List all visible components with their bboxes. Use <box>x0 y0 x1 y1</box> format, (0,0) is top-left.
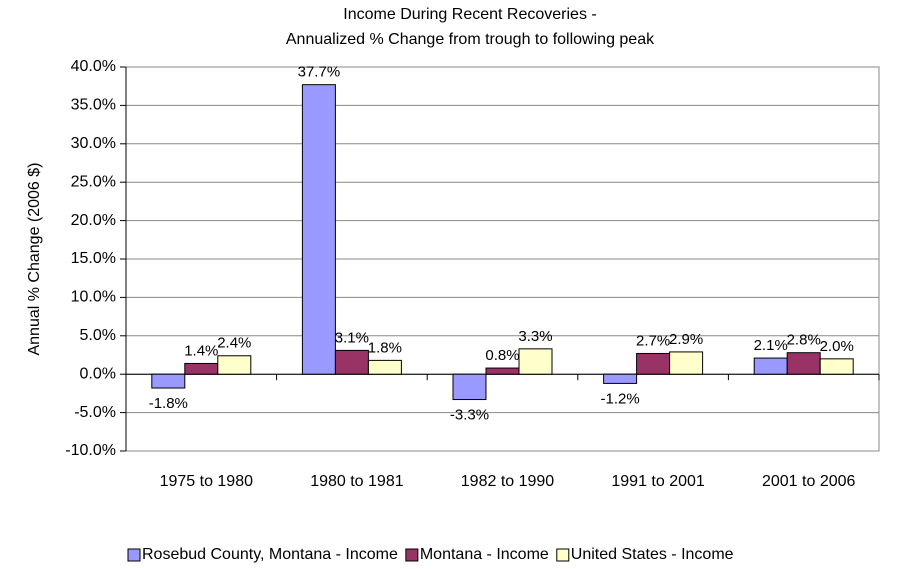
legend-label: Rosebud County, Montana - Income <box>142 546 398 563</box>
y-tick-label: 5.0% <box>80 327 116 344</box>
bar <box>151 373 186 389</box>
value-label: 3.3% <box>518 328 552 345</box>
x-tick-label: 1980 to 1981 <box>310 473 404 490</box>
y-tick-label: 40.0% <box>71 58 116 75</box>
value-label: 2.8% <box>787 332 821 349</box>
bar <box>518 348 553 375</box>
x-tick-label: 1982 to 1990 <box>461 473 555 490</box>
legend-swatch <box>127 548 141 562</box>
value-label: 37.7% <box>298 64 341 81</box>
bar <box>819 358 854 375</box>
bar <box>786 352 821 375</box>
value-label: 1.8% <box>368 339 402 356</box>
y-tick-label: 15.0% <box>71 250 116 267</box>
y-tick-label: 25.0% <box>71 173 116 190</box>
bar <box>452 373 487 401</box>
bar <box>217 355 252 375</box>
legend-swatch <box>405 548 419 562</box>
y-tick-label: 10.0% <box>71 289 116 306</box>
bar <box>603 373 638 384</box>
value-label: 2.9% <box>669 331 703 348</box>
bar <box>669 351 704 375</box>
legend-label: Montana - Income <box>420 546 549 563</box>
value-label: 2.4% <box>217 335 251 352</box>
x-tick-label: 1975 to 1980 <box>160 473 254 490</box>
bar <box>184 362 219 375</box>
y-tick-label: -5.0% <box>74 404 116 421</box>
x-tick-label: 2001 to 2006 <box>762 473 856 490</box>
value-label: -1.8% <box>149 395 188 412</box>
value-label: 2.0% <box>820 338 854 355</box>
y-tick-label: 0.0% <box>80 365 116 382</box>
bar <box>753 357 788 375</box>
value-label: 0.8% <box>485 347 519 364</box>
bar <box>636 352 671 375</box>
value-label: -1.2% <box>601 390 640 407</box>
y-axis-label: Annual % Change (2006 $) <box>26 162 43 355</box>
legend-label: United States - Income <box>571 546 734 563</box>
value-label: 1.4% <box>184 342 218 359</box>
legend-swatch <box>556 548 570 562</box>
bar <box>301 84 336 375</box>
value-label: -3.3% <box>450 407 489 424</box>
chart-title: Income During Recent Recoveries - <box>343 6 596 23</box>
y-tick-label: 35.0% <box>71 97 116 114</box>
value-label: 2.1% <box>754 337 788 354</box>
y-tick-label: 20.0% <box>71 212 116 229</box>
x-tick-label: 1991 to 2001 <box>611 473 705 490</box>
bar <box>367 359 402 375</box>
chart-subtitle: Annualized % Change from trough to follo… <box>286 31 655 48</box>
y-tick-label: -10.0% <box>65 442 116 459</box>
bar <box>334 349 369 375</box>
value-label: 3.1% <box>335 329 369 346</box>
y-tick-label: 30.0% <box>71 135 116 152</box>
value-label: 2.7% <box>636 332 670 349</box>
bar <box>485 367 520 375</box>
